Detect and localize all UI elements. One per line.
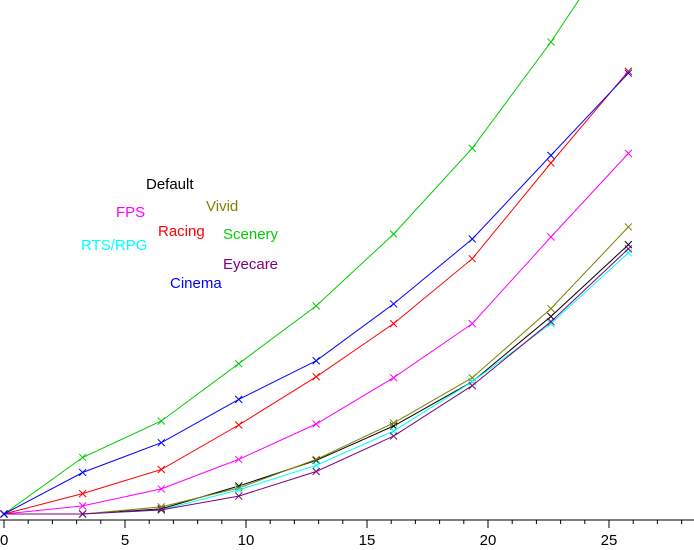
legend-label-cinema: Cinema xyxy=(170,275,222,292)
data-point-eyecare xyxy=(157,505,166,514)
data-point-cinema xyxy=(157,438,166,447)
x-tick-label: 10 xyxy=(238,532,255,549)
data-point-fps xyxy=(389,373,398,382)
legend-label-eyecare: Eyecare xyxy=(223,256,278,273)
data-point-rts-rpg xyxy=(312,461,321,470)
data-point-eyecare xyxy=(389,432,398,440)
x-tick-label: 25 xyxy=(601,532,618,549)
data-point-fps xyxy=(468,319,477,328)
series-vivid xyxy=(0,223,633,518)
data-point-racing xyxy=(78,489,87,498)
data-point-racing xyxy=(312,372,321,381)
legend-label-racing: Racing xyxy=(158,223,205,240)
legend-label-vivid: Vivid xyxy=(206,198,238,215)
series-racing xyxy=(0,67,633,518)
data-point-fps xyxy=(234,455,243,464)
data-point-cinema xyxy=(234,395,243,404)
data-point-default xyxy=(624,240,633,249)
data-point-racing xyxy=(157,465,166,474)
series-eyecare xyxy=(0,244,633,518)
data-point-racing xyxy=(468,254,477,263)
data-point-eyecare xyxy=(547,317,555,326)
data-point-eyecare xyxy=(468,381,477,390)
series-line-eyecare xyxy=(4,248,629,515)
legend-label-default: Default xyxy=(146,176,194,193)
data-point-eyecare xyxy=(312,467,321,476)
data-point-scenery xyxy=(468,144,477,153)
data-point-scenery xyxy=(312,302,321,310)
data-point-racing xyxy=(234,421,243,429)
data-point-cinema xyxy=(0,510,8,518)
data-point-eyecare xyxy=(234,492,243,500)
data-point-scenery xyxy=(389,230,398,238)
series-line-racing xyxy=(3,70,629,515)
data-point-scenery xyxy=(157,417,166,425)
x-tick-label: 20 xyxy=(480,532,497,549)
data-point-cinema xyxy=(547,151,555,160)
series-line-rts-rpg xyxy=(4,252,629,515)
series-line-scenery xyxy=(3,0,580,515)
data-point-fps xyxy=(547,233,555,241)
data-point-eyecare xyxy=(624,244,633,253)
series-default xyxy=(0,240,633,518)
data-point-cinema xyxy=(624,69,633,78)
data-point-fps xyxy=(624,149,633,158)
data-point-rts-rpg xyxy=(547,319,555,328)
data-point-rts-rpg xyxy=(234,486,243,494)
x-axis: 0 5 10 15 20 25 xyxy=(0,519,694,549)
data-point-vivid xyxy=(624,223,633,231)
data-point-vivid xyxy=(389,419,398,427)
data-point-scenery xyxy=(547,38,555,46)
data-point-racing xyxy=(389,319,398,328)
data-point-cinema xyxy=(78,468,87,477)
data-point-racing xyxy=(547,159,555,167)
series-layer xyxy=(0,0,633,518)
data-point-racing xyxy=(624,67,633,76)
x-tick-label: 0 xyxy=(0,532,8,549)
data-point-cinema xyxy=(389,300,398,308)
legend-label-rts-rpg: RTS/RPG xyxy=(81,237,147,254)
series-scenery xyxy=(0,0,580,518)
data-point-eyecare xyxy=(78,510,87,518)
data-point-cinema xyxy=(468,235,477,243)
data-point-fps xyxy=(312,420,321,428)
data-point-vivid xyxy=(312,455,321,464)
legend-label-scenery: Scenery xyxy=(223,226,279,243)
data-point-cinema xyxy=(312,356,321,365)
x-tick-label: 15 xyxy=(359,532,376,549)
x-tick-label: 5 xyxy=(121,532,129,549)
series-cinema xyxy=(0,69,633,518)
data-point-fps xyxy=(157,485,166,493)
series-line-default xyxy=(4,244,629,515)
data-point-fps xyxy=(78,502,87,510)
series-rts-rpg xyxy=(0,248,633,518)
data-point-scenery xyxy=(234,359,243,368)
series-line-cinema xyxy=(3,72,629,515)
data-point-scenery xyxy=(78,453,87,462)
data-point-rts-rpg xyxy=(624,248,633,257)
data-point-vivid xyxy=(547,304,555,313)
legend-label-fps: FPS xyxy=(116,204,145,221)
